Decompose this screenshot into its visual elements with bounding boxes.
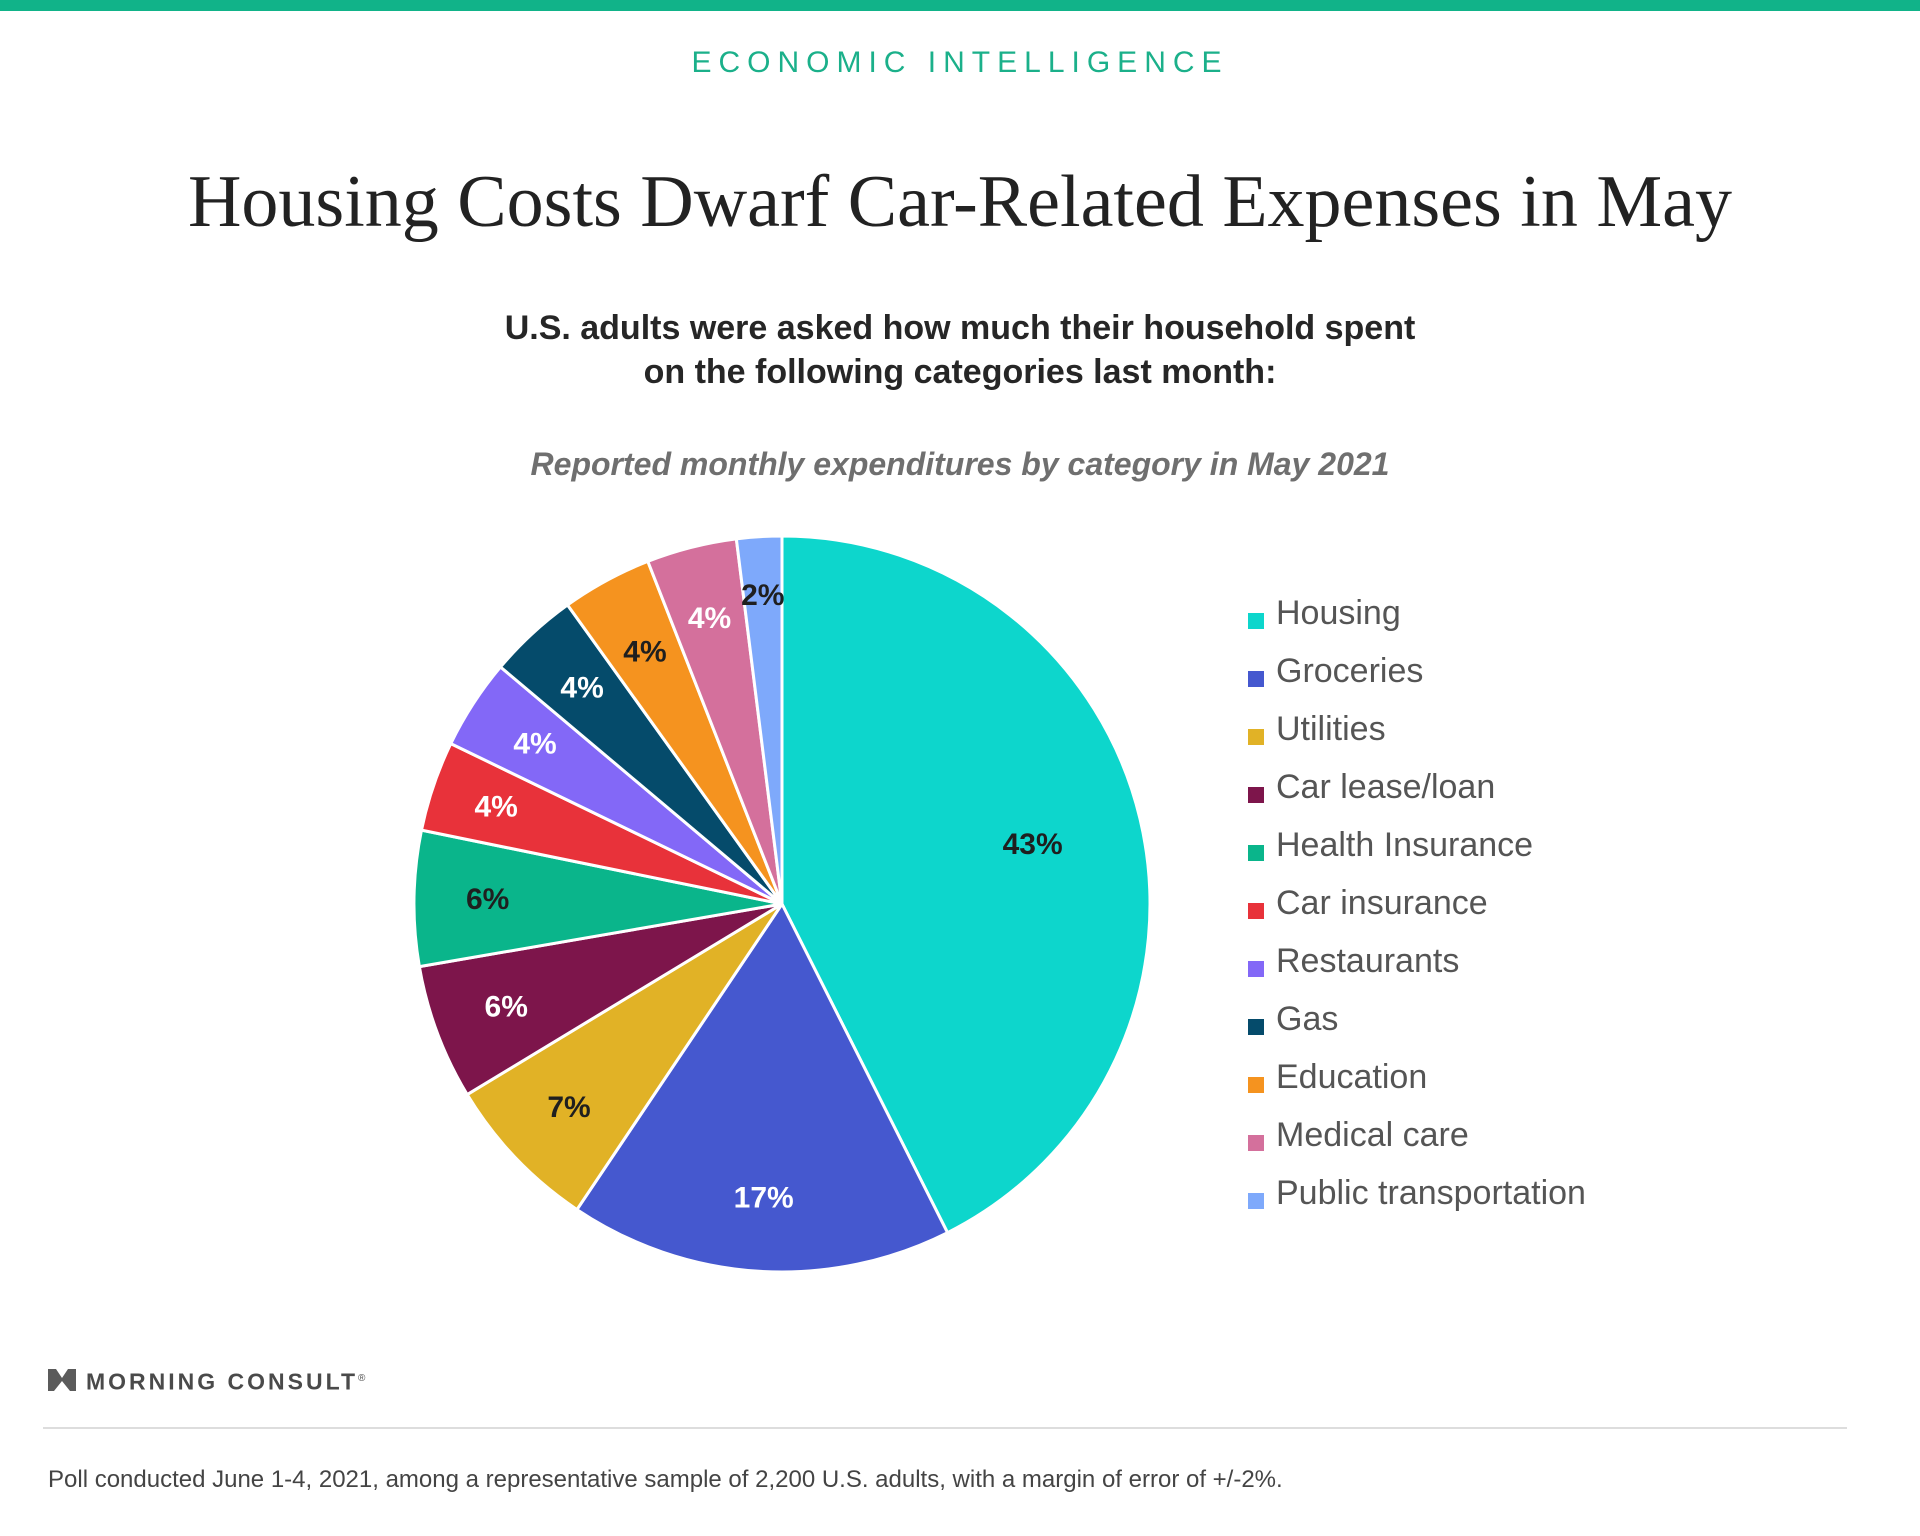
slice-value-label: 2% <box>741 579 784 612</box>
slice-value-label: 4% <box>688 602 731 635</box>
registered-mark: ® <box>358 1373 366 1384</box>
pie-slices <box>412 534 1152 1274</box>
brand-name-text: MORNING CONSULT <box>86 1368 359 1395</box>
legend-label: Restaurants <box>1276 942 1460 980</box>
legend-swatch <box>1248 1193 1264 1209</box>
pie-chart: 43%17%7%6%6%4%4%4%4%4%2% <box>412 534 1152 1274</box>
pie-slice-labels: 43%17%7%6%6%4%4%4%4%4%2% <box>466 579 1063 1214</box>
section-kicker: ECONOMIC INTELLIGENCE <box>691 46 1229 79</box>
legend-swatch <box>1248 729 1264 745</box>
pie-slice-public-transportation <box>734 534 784 906</box>
slice-value-label: 6% <box>466 883 509 916</box>
legend-label: Car insurance <box>1276 884 1488 922</box>
legend-label: Public transportation <box>1276 1174 1586 1212</box>
subtitle-line-1: U.S. adults were asked how much their ho… <box>504 309 1416 347</box>
slice-value-label: 6% <box>485 991 528 1024</box>
legend-swatch <box>1248 787 1264 803</box>
slice-value-label: 7% <box>547 1091 590 1124</box>
poll-methodology-note: Poll conducted June 1-4, 2021, among a r… <box>48 1466 1283 1493</box>
chart-subtitle: U.S. adults were asked how much their ho… <box>0 306 1920 394</box>
footer-divider <box>43 1427 1847 1429</box>
legend-swatch <box>1248 671 1264 687</box>
slice-value-label: 4% <box>623 635 666 668</box>
slice-value-label: 4% <box>475 791 518 824</box>
legend-label: Gas <box>1276 1000 1339 1038</box>
chart-title: Reported monthly expenditures by categor… <box>530 446 1390 482</box>
top-accent-bar <box>0 0 1920 11</box>
legend-swatch <box>1248 1019 1264 1035</box>
legend-swatch <box>1248 961 1264 977</box>
pie-slice-utilities <box>465 902 784 1212</box>
slice-value-label: 4% <box>560 671 603 704</box>
slice-value-label: 17% <box>734 1181 794 1214</box>
slice-value-label: 4% <box>513 727 556 760</box>
legend-label: Medical care <box>1276 1116 1469 1154</box>
legend-swatch <box>1248 903 1264 919</box>
pie-slice-health-insurance <box>412 828 784 969</box>
legend-label: Utilities <box>1276 710 1386 748</box>
legend-label: Education <box>1276 1058 1428 1096</box>
legend-swatch <box>1248 845 1264 861</box>
chart-headline: Housing Costs Dwarf Car-Related Expenses… <box>187 161 1733 243</box>
morning-consult-logo-icon <box>48 1369 76 1391</box>
legend-label: Housing <box>1276 594 1401 632</box>
legend-label: Health Insurance <box>1276 826 1534 864</box>
legend-swatch <box>1248 613 1264 629</box>
pie-slice-housing <box>780 534 1152 1235</box>
legend-label: Groceries <box>1276 652 1424 690</box>
pie-slice-groceries <box>575 902 950 1274</box>
slice-value-label: 43% <box>1003 828 1063 861</box>
legend-swatch <box>1248 1077 1264 1093</box>
brand-name: MORNING CONSULT® <box>86 1364 365 1397</box>
legend-label: Car lease/loan <box>1276 768 1496 806</box>
legend-swatch <box>1248 1135 1264 1151</box>
subtitle-line-2: on the following categories last month: <box>643 353 1277 391</box>
